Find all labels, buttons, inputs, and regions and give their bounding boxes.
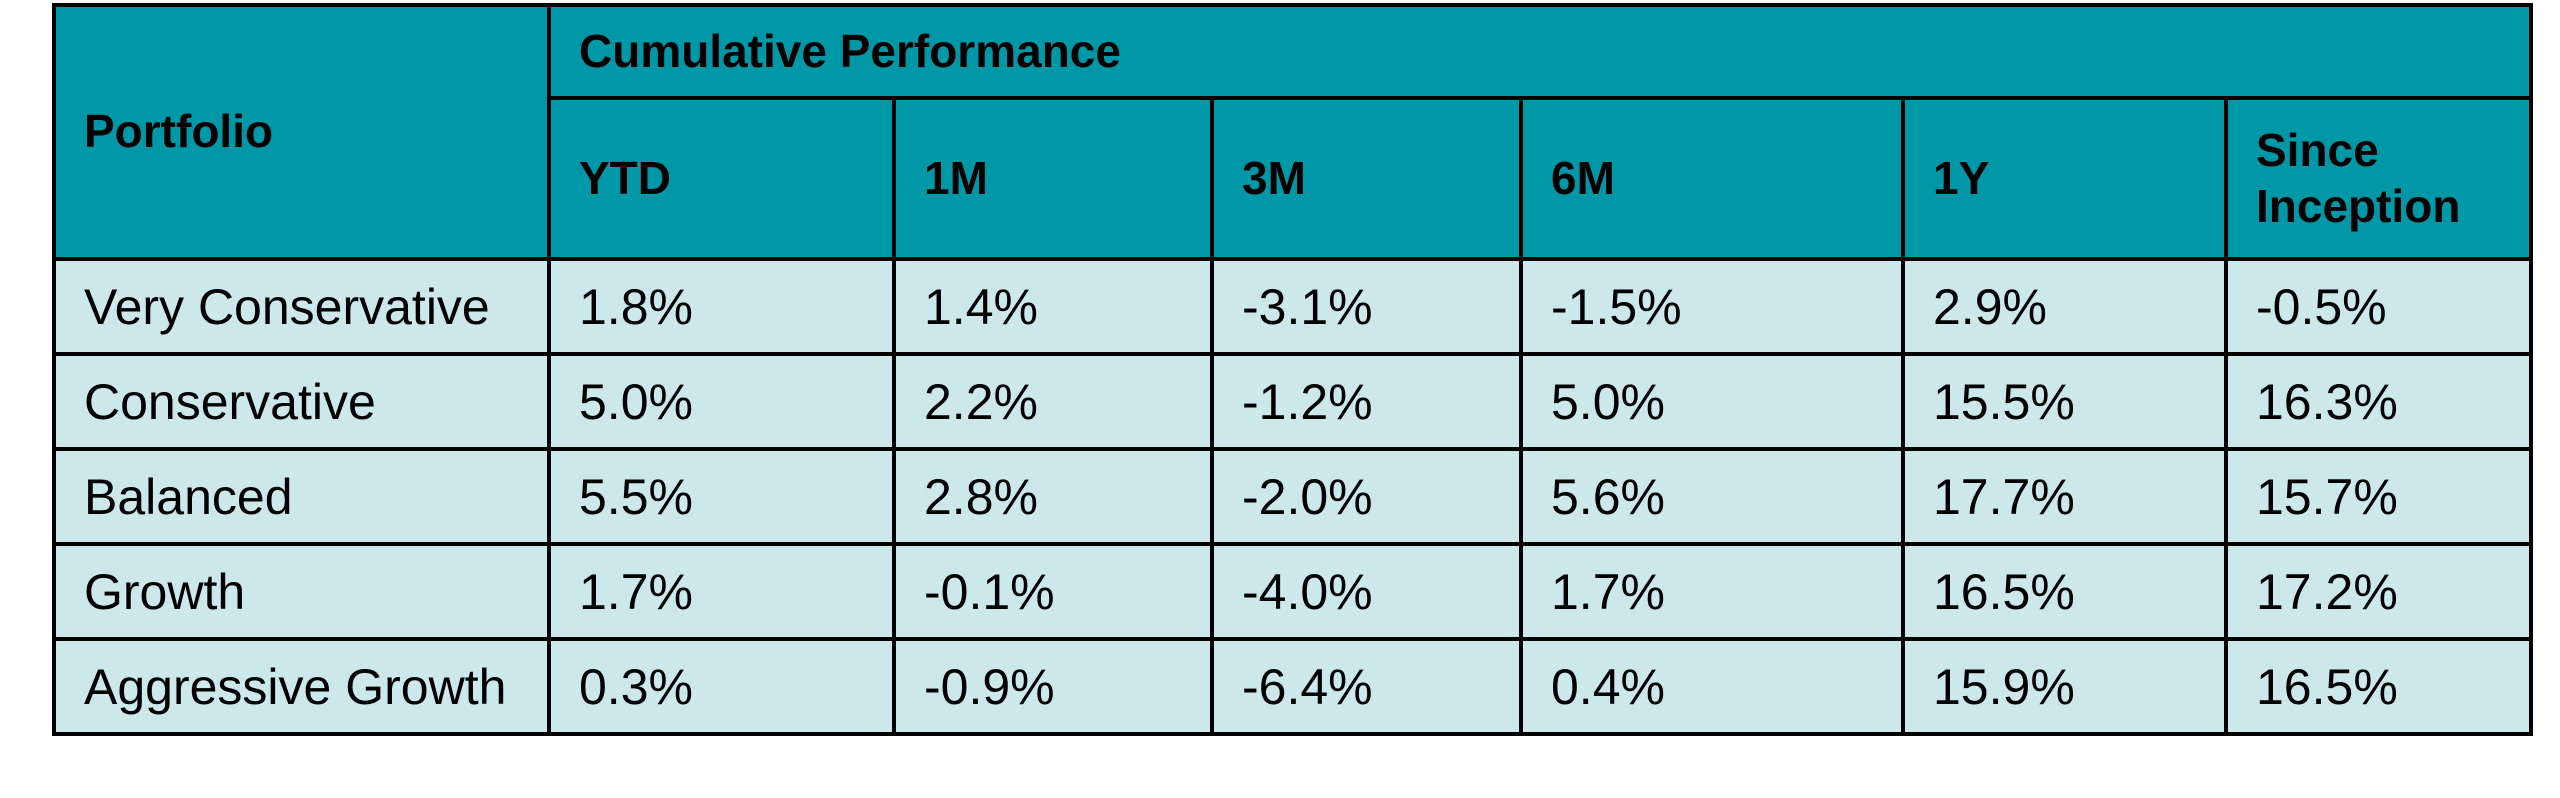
table-cell: 5.5% <box>547 447 896 546</box>
table-cell: 2.2% <box>892 352 1214 451</box>
table-cell: -0.1% <box>892 542 1214 641</box>
table-cell: -2.0% <box>1210 447 1523 546</box>
group-header: Cumulative Performance <box>546 3 2534 100</box>
table-body: Very Conservative 1.8% 1.4% -3.1% -1.5% 2.9% -… <box>52 257 2534 736</box>
table-cell: 5.0% <box>1519 352 1905 451</box>
table-cell: -3.1% <box>1210 257 1523 356</box>
table-cell: -1.5% <box>1519 257 1905 356</box>
table-cell: 16.5% <box>2223 637 2534 736</box>
row-label: Aggressive Growth <box>52 637 551 736</box>
column-header: 1Y <box>1901 96 2228 261</box>
column-header: 3M <box>1210 96 1523 261</box>
table-cell: 0.3% <box>547 637 896 736</box>
row-label: Balanced <box>52 447 551 546</box>
table-cell: 1.7% <box>547 542 896 641</box>
header-row: Portfolio Cumulative Performance <box>52 3 2534 261</box>
column-header: YTD <box>547 96 896 261</box>
table-cell: 17.2% <box>2223 542 2534 641</box>
row-label: Conservative <box>52 352 551 451</box>
table-cell: 5.6% <box>1519 447 1905 546</box>
corner-header: Portfolio <box>52 3 551 261</box>
row-label: Growth <box>52 542 551 641</box>
table-cell: 2.9% <box>1901 257 2228 356</box>
table-cell: -1.2% <box>1210 352 1523 451</box>
table-cell: -6.4% <box>1210 637 1523 736</box>
table-cell: -4.0% <box>1210 542 1523 641</box>
table-cell: 5.0% <box>547 352 896 451</box>
table-cell: 16.5% <box>1901 542 2228 641</box>
table-cell: 1.8% <box>547 257 896 356</box>
table-row: Aggressive Growth 0.3% -0.9% -6.4% 0.4% 15.9%… <box>52 637 2534 736</box>
table-cell: -0.9% <box>892 637 1214 736</box>
column-header: 1M <box>892 96 1214 261</box>
table-row: Balanced 5.5% 2.8% -2.0% 5.6% 17.7% 15.7% <box>52 447 2534 546</box>
table-row: Conservative 5.0% 2.2% -1.2% 5.0% 15.5% 16.3% <box>52 352 2534 451</box>
table-cell: 16.3% <box>2223 352 2534 451</box>
row-label: Very Conservative <box>52 257 551 356</box>
table-cell: 15.9% <box>1901 637 2228 736</box>
table-header: Portfolio Cumulative Performance YTD 1M 3M… <box>52 3 2534 261</box>
table-cell: 15.7% <box>2223 447 2534 546</box>
table-cell: -0.5% <box>2223 257 2534 356</box>
header-row: YTD 1M 3M 6M 1Y Since Inception <box>54 96 2534 261</box>
table-cell: 1.4% <box>892 257 1214 356</box>
table-cell: 0.4% <box>1519 637 1905 736</box>
table-cell: 1.7% <box>1519 542 1905 641</box>
table-row: Very Conservative 1.8% 1.4% -3.1% -1.5% 2.9% -… <box>52 257 2534 356</box>
column-header: Since Inception <box>2223 96 2534 261</box>
table-cell: 15.5% <box>1901 352 2228 451</box>
column-header: 6M <box>1519 96 1905 261</box>
table-cell: 17.7% <box>1901 447 2228 546</box>
table-row: Growth 1.7% -0.1% -4.0% 1.7% 16.5% 17.2% <box>52 542 2534 641</box>
performance-table: Portfolio Cumulative Performance YTD 1M 3M… <box>52 3 2534 736</box>
table-cell: 2.8% <box>892 447 1214 546</box>
